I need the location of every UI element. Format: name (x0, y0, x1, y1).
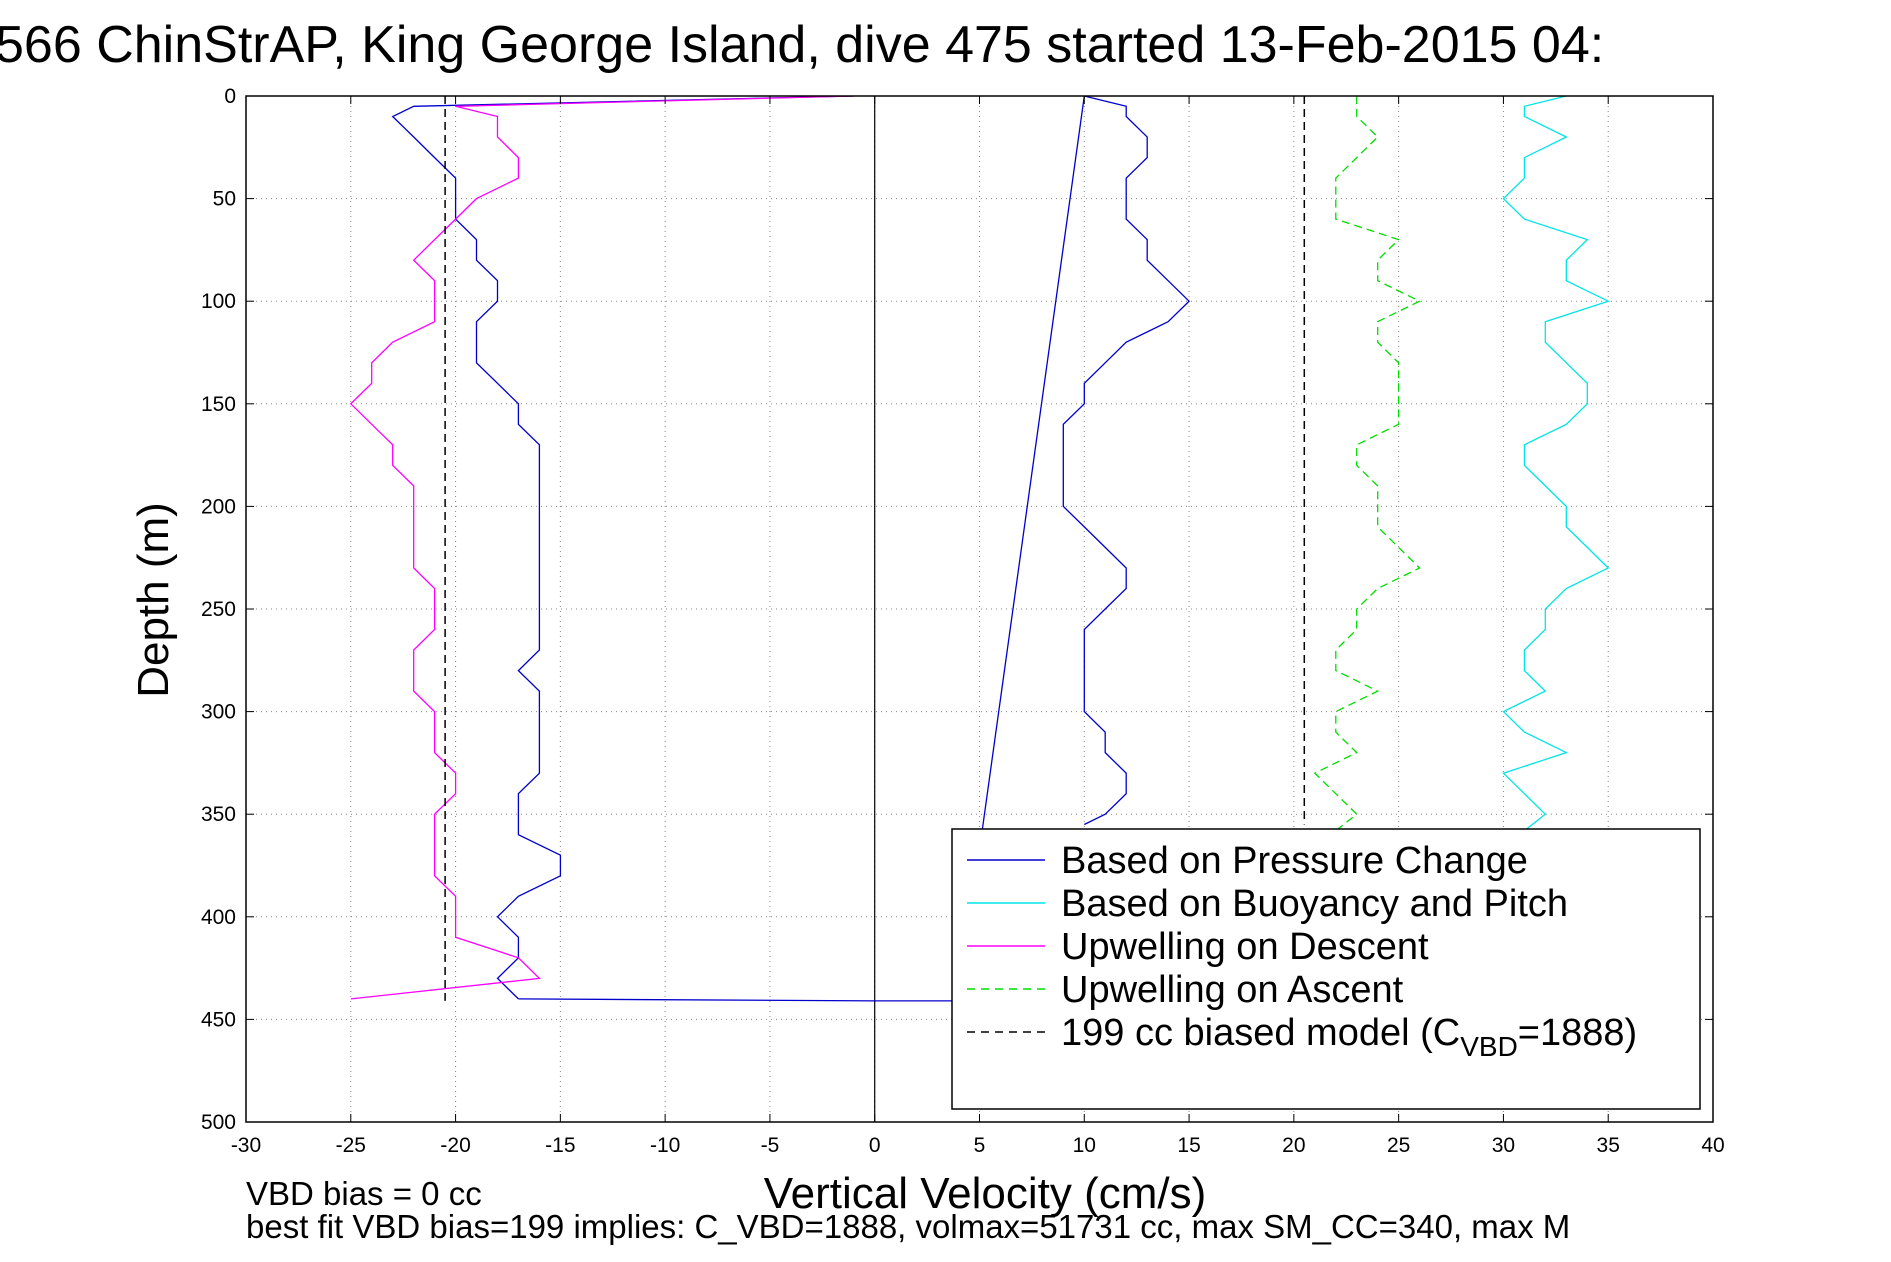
legend-label-text: Upwelling on Descent (1061, 926, 1429, 968)
x-ticks: -30 -25 -20 -15 -10 -5 0 5 10 15 20 25 30 35 40 (231, 96, 1725, 1157)
x-tick-label: -5 (761, 1134, 780, 1157)
legend-label-text: Based on Pressure Change (1061, 840, 1528, 882)
y-tick-label: 500 (201, 1111, 236, 1134)
x-tick-label: 10 (1073, 1134, 1096, 1157)
y-tick-label: 350 (201, 803, 236, 826)
y-tick-label: 100 (201, 290, 236, 313)
x-tick-label: 35 (1597, 1134, 1620, 1157)
y-tick-label: 250 (201, 598, 236, 621)
x-tick-label: 5 (974, 1134, 986, 1157)
legend-label-text: Upwelling on Ascent (1061, 969, 1404, 1011)
x-tick-label: 40 (1701, 1134, 1724, 1157)
legend-label-ascent: Upwelling on Ascent (1061, 969, 1404, 1011)
series-line-buoyancy (1502, 96, 1610, 832)
x-tick-label: -20 (440, 1134, 470, 1157)
footer-line-2: best fit VBD bias=199 implies: C_VBD=188… (246, 1208, 1570, 1245)
legend-label-descent: Upwelling on Descent (1061, 926, 1429, 968)
y-ticks: 0 50 100 150 200 250 300 350 400 450 500 (201, 85, 1713, 1134)
x-tick-label: 30 (1492, 1134, 1515, 1157)
legend-box (951, 828, 1701, 1110)
y-tick-label: 400 (201, 906, 236, 929)
x-tick-label: -25 (336, 1134, 366, 1157)
y-tick-label: 200 (201, 495, 236, 518)
x-tick-label: 0 (869, 1134, 881, 1157)
series-line-ascent (1313, 96, 1422, 832)
legend-label-text: Based on Buoyancy and Pitch (1061, 883, 1568, 925)
legend-label-pressure: Based on Pressure Change (1061, 840, 1528, 882)
legend-label-text: 199 cc biased model (C (1061, 1012, 1460, 1054)
y-axis-label: Depth (m) (129, 502, 178, 698)
x-tick-label: 20 (1282, 1134, 1305, 1157)
y-tick-label: 450 (201, 1008, 236, 1031)
x-axis-label: Vertical Velocity (cm/s) (764, 1169, 1207, 1218)
legend-label-suffix: =1888) (1518, 1012, 1637, 1054)
x-tick-label: 15 (1177, 1134, 1200, 1157)
x-tick-label: -10 (650, 1134, 680, 1157)
footer-line-1: VBD bias = 0 cc (246, 1175, 482, 1212)
y-tick-label: 150 (201, 393, 236, 416)
plot-series (349, 96, 1610, 1122)
legend-label-buoyancy: Based on Buoyancy and Pitch (1061, 883, 1568, 925)
x-tick-label: 25 (1387, 1134, 1410, 1157)
y-tick-label: 300 (201, 701, 236, 724)
legend-label-subscript: VBD (1460, 1031, 1518, 1062)
x-tick-label: -15 (545, 1134, 575, 1157)
chart-title: 566 ChinStrAP, King George Island, dive … (0, 16, 1604, 74)
x-tick-label: -30 (231, 1134, 261, 1157)
y-tick-label: 50 (213, 188, 236, 211)
y-tick-label: 0 (224, 85, 236, 108)
series-line-pressure (391, 96, 854, 1000)
legend-label-model: 199 cc biased model (CVBD=1888) (1061, 1012, 1637, 1062)
